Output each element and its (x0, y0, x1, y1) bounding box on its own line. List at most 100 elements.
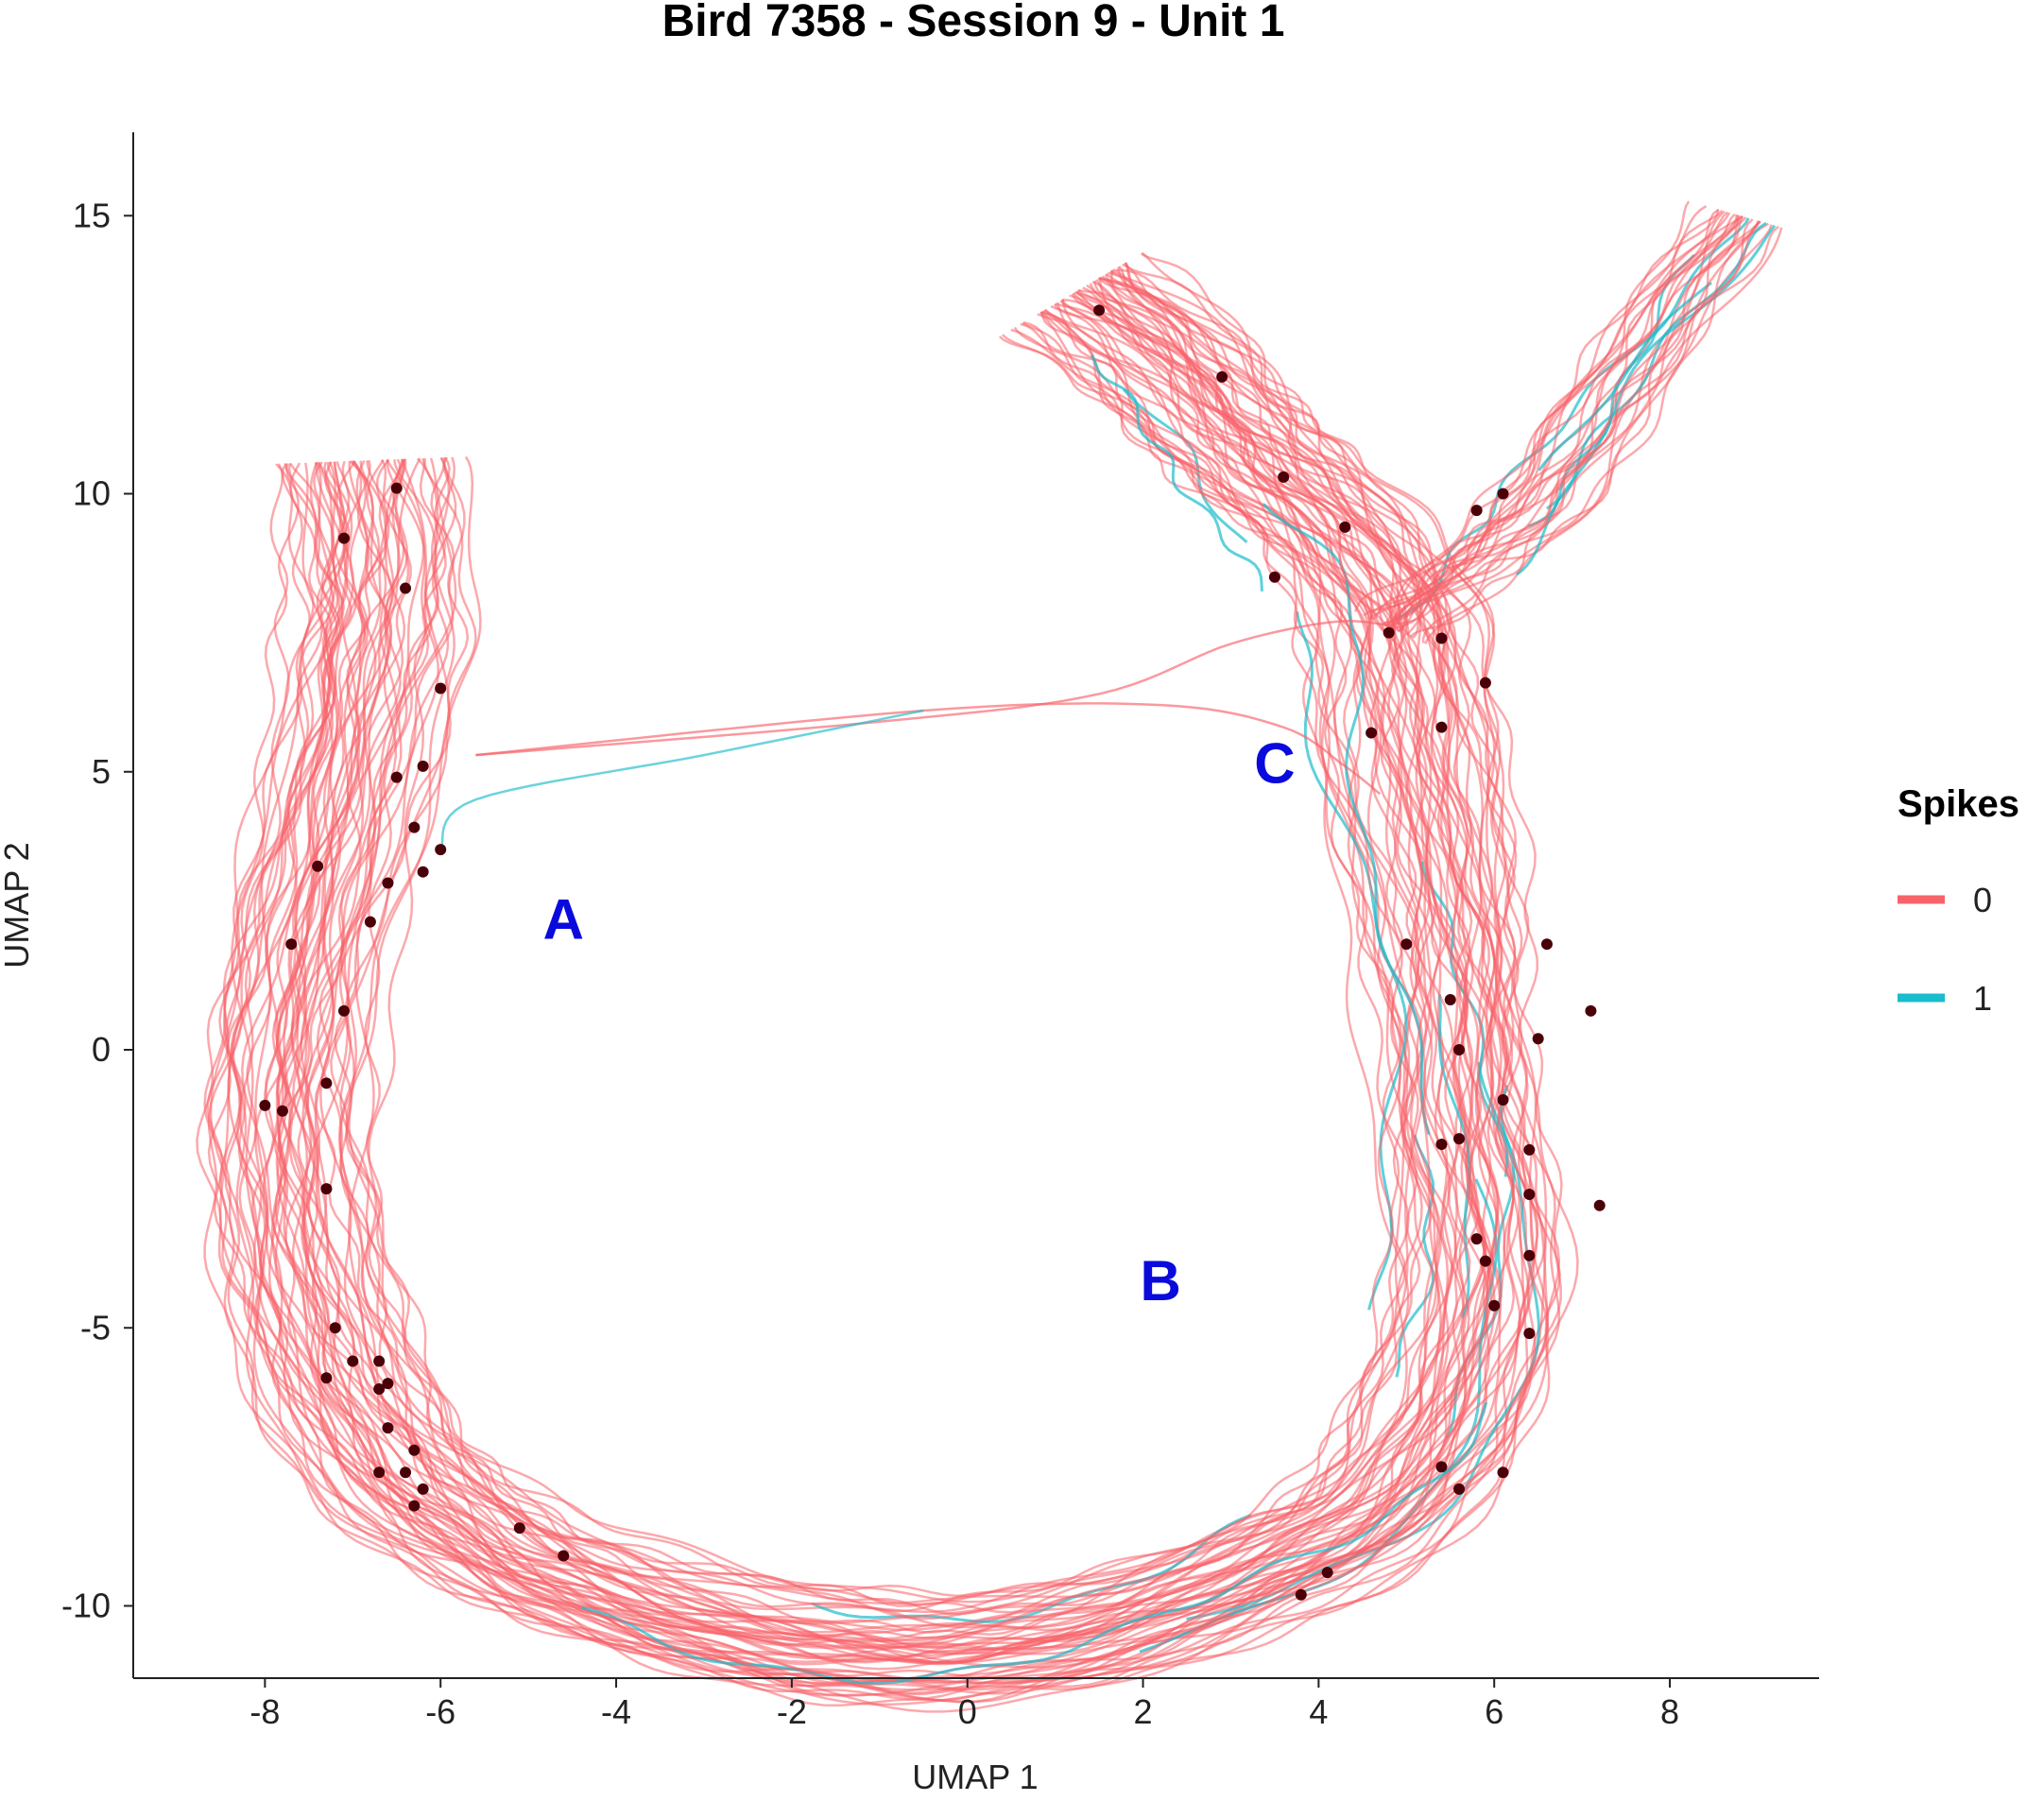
nospike-trace-branch (1421, 220, 1761, 643)
y-tick-label: -10 (61, 1586, 111, 1624)
spike-trace-loop (1186, 1061, 1540, 1621)
bridge-trace (439, 709, 924, 850)
nospike-trace-loop (271, 303, 1502, 1664)
legend-entries: 01 (1898, 881, 1992, 1018)
nospike-trace-branch (1424, 220, 1761, 644)
spike-point (408, 1444, 421, 1456)
spike-trace-loop (1437, 994, 1471, 1318)
spike-point (320, 1372, 333, 1384)
y-tick-label: 10 (73, 474, 111, 513)
spike-point (1523, 1143, 1536, 1156)
y-tick-label: 15 (73, 196, 111, 234)
spike-point (1339, 521, 1351, 533)
spike-point (513, 1522, 525, 1535)
nospike-trace-branch (1397, 215, 1744, 633)
nospike-trace-loop (302, 310, 1450, 1642)
spike-point (1523, 1249, 1536, 1261)
spike-point (347, 1355, 359, 1367)
spike-point (285, 938, 298, 951)
spike-trace-branch (1527, 253, 1696, 528)
spike-point (320, 1077, 333, 1089)
spike-point (1497, 488, 1509, 500)
x-tick-label: 8 (1660, 1692, 1679, 1731)
nospike-trace-loop (254, 272, 1537, 1691)
nospike-trace-loop (338, 310, 1443, 1606)
spike-point (338, 532, 350, 544)
y-axis-ticks: 15 10 5 0 -5 -10 (61, 196, 133, 1624)
x-axis-ticks: -8 -6 -4 -2 0 2 4 6 8 (249, 1678, 1679, 1731)
spike-point (1497, 1467, 1509, 1479)
legend-label-0: 0 (1973, 881, 1992, 919)
spike-point (408, 821, 421, 833)
legend-label-1: 1 (1973, 979, 1992, 1018)
spike-point (1435, 721, 1448, 733)
spike-point (435, 844, 447, 856)
spike-point (400, 1467, 412, 1479)
y-tick-label: 0 (92, 1030, 111, 1069)
spike-point (417, 760, 429, 772)
spike-point (1295, 1588, 1307, 1601)
spike-point (1278, 471, 1290, 483)
y-tick-label: 5 (92, 752, 111, 791)
spike-point (1268, 571, 1280, 583)
spike-point (364, 916, 376, 928)
nospike-trace-loop (262, 277, 1538, 1665)
nospike-trace-loop (300, 313, 1439, 1655)
spike-point (1321, 1567, 1333, 1579)
chart-title: Bird 7358 - Session 9 - Unit 1 (662, 0, 1285, 46)
nospike-trace-loop (231, 271, 1550, 1707)
nospike-trace-loop (364, 322, 1418, 1616)
spike-point (1479, 677, 1491, 689)
spike-point (329, 1322, 341, 1334)
bridge-trace (475, 620, 1399, 757)
x-tick-label: 0 (958, 1692, 977, 1731)
nospike-trace-loop (343, 326, 1442, 1614)
spike-trace-loop (1090, 354, 1263, 592)
spike-point (1593, 1199, 1606, 1211)
spike-point (1216, 370, 1228, 383)
legend-title: Spikes (1898, 783, 2019, 825)
spike-point (390, 482, 403, 494)
nospike-trace-loop (330, 320, 1407, 1634)
bridge-trace (475, 702, 1382, 796)
nospike-trace-loop (347, 309, 1420, 1625)
spike-point (1540, 938, 1553, 951)
spike-point (276, 1105, 288, 1117)
region-annotations: A B C (543, 732, 1296, 1312)
spike-point (373, 1467, 386, 1479)
spike-point (1453, 1133, 1466, 1145)
nospike-trace-loop (276, 299, 1494, 1662)
spike-point (338, 1004, 350, 1017)
trajectory-traces (196, 200, 1783, 1713)
spike-point (435, 682, 447, 695)
spike-point (1453, 1044, 1466, 1056)
spike-point (312, 860, 324, 872)
spike-point (320, 1183, 333, 1195)
spike-point (382, 1378, 394, 1390)
x-tick-label: -8 (249, 1692, 280, 1731)
annotation-a: A (543, 887, 584, 951)
nospike-trace-branch (1397, 220, 1760, 633)
nospike-trace-loop (274, 289, 1488, 1647)
spike-point (1383, 626, 1395, 639)
x-tick-label: 6 (1485, 1692, 1503, 1731)
y-tick-label: -5 (80, 1308, 111, 1346)
spike-point (1523, 1328, 1536, 1340)
nospike-trace-loop (218, 269, 1549, 1704)
spike-point (1523, 1189, 1536, 1201)
spike-point (1453, 1483, 1466, 1495)
axes: -8 -6 -4 -2 0 2 4 6 8 15 10 5 0 -5 -10 (61, 132, 1819, 1731)
x-tick-label: 4 (1309, 1692, 1328, 1731)
spike-point (1532, 1033, 1544, 1045)
spike-point (1366, 727, 1378, 739)
spike-point (1435, 632, 1448, 644)
nospike-trace-loop (360, 334, 1423, 1621)
nospike-trace-branch (1411, 220, 1761, 640)
nospike-trace-branch (1382, 211, 1728, 626)
spike-point (1435, 1139, 1448, 1151)
spike-point (390, 771, 403, 783)
spike-point (1497, 1093, 1509, 1106)
spike-trace-branch (1537, 282, 1712, 472)
spike-point (373, 1382, 386, 1395)
